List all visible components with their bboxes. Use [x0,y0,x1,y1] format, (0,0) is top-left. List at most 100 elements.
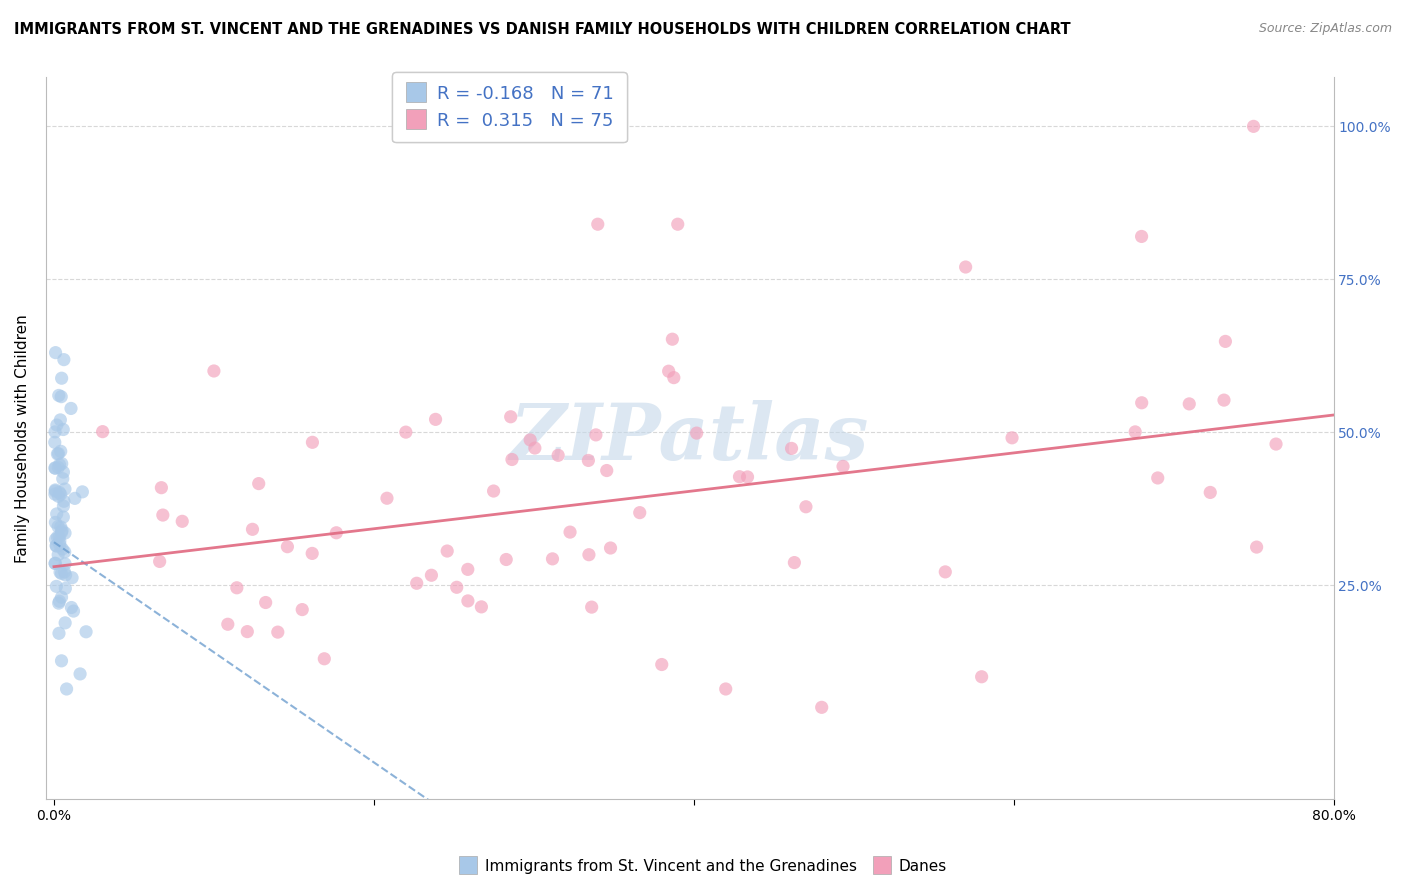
Point [55,568,77,582]
Point [628,506,651,520]
Point [242,522,264,536]
Point [52,510,75,524]
Point [446,580,468,594]
Point [501,452,523,467]
Point [519,433,541,447]
Point [46,447,69,461]
Point [254,595,277,609]
Point [49,538,72,552]
Point [661,332,683,346]
Point [52,352,75,367]
Point [247,476,270,491]
Point [581,600,603,615]
Point [832,459,855,474]
Point [91,425,114,439]
Point [276,540,298,554]
Point [425,412,447,426]
Point [301,435,323,450]
Point [44,461,66,475]
Point [149,554,172,568]
Point [63,491,86,506]
Point [45,507,67,521]
Point [49,487,72,501]
Point [457,594,479,608]
Point [72,484,94,499]
Point [45,539,67,553]
Point [53,557,76,571]
Point [49,520,72,534]
Point [586,217,609,231]
Point [49,413,72,427]
Point [1246,540,1268,554]
Legend: R = -0.168   N = 71, R =  0.315   N = 75: R = -0.168 N = 71, R = 0.315 N = 75 [392,72,627,143]
Point [495,552,517,566]
Point [69,667,91,681]
Point [794,500,817,514]
Point [375,491,398,506]
Point [53,615,76,630]
Point [52,423,75,437]
Point [1146,471,1168,485]
Point [780,442,803,456]
Point [45,579,67,593]
Point [405,576,427,591]
Point [48,489,70,503]
Point [46,519,69,533]
Point [651,657,673,672]
Point [75,624,97,639]
Point [970,670,993,684]
Point [1130,229,1153,244]
Point [48,626,70,640]
Point [267,625,290,640]
Point [46,530,69,544]
Legend: Immigrants from St. Vincent and the Grenadines, Danes: Immigrants from St. Vincent and the Gren… [453,853,953,880]
Point [51,566,73,581]
Point [49,444,72,458]
Point [783,556,806,570]
Point [46,548,69,562]
Point [51,541,73,556]
Point [1265,437,1288,451]
Point [44,487,66,501]
Point [46,460,69,475]
Point [1213,393,1236,408]
Point [44,483,66,497]
Point [685,426,707,441]
Text: Source: ZipAtlas.com: Source: ZipAtlas.com [1258,22,1392,36]
Point [44,425,66,439]
Text: ZIPatlas: ZIPatlas [510,400,869,476]
Point [44,516,66,530]
Point [934,565,956,579]
Point [810,700,832,714]
Point [53,482,76,496]
Point [1123,425,1146,439]
Point [44,557,66,571]
Point [52,472,75,486]
Point [325,525,347,540]
Point [217,617,239,632]
Point [60,600,83,615]
Point [1199,485,1222,500]
Point [1215,334,1237,349]
Point [558,525,581,540]
Point [662,370,685,384]
Point [1130,396,1153,410]
Point [48,596,70,610]
Point [45,345,67,359]
Point [52,499,75,513]
Y-axis label: Family Households with Children: Family Households with Children [15,314,30,563]
Point [301,546,323,560]
Point [1178,397,1201,411]
Point [48,485,70,500]
Point [52,465,75,479]
Point [236,624,259,639]
Point [499,409,522,424]
Point [202,364,225,378]
Point [225,581,247,595]
Point [48,594,70,608]
Point [51,371,73,385]
Point [44,533,66,547]
Point [44,461,66,475]
Point [1243,120,1265,134]
Point [395,425,418,439]
